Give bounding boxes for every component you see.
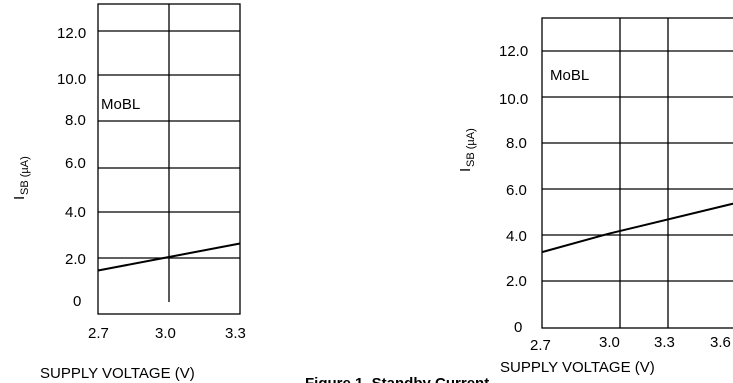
right-y-tick-labels: 12.0 10.0 8.0 6.0 4.0 2.0 0 (499, 43, 528, 336)
left-y-tick-label-2: 2.0 (65, 251, 86, 268)
right-y-tick-label-2: 2.0 (506, 273, 527, 290)
right-x-tick-label-2-7: 2.7 (530, 337, 551, 354)
right-y-tick-label-4: 4.0 (506, 228, 527, 245)
right-grid (542, 18, 733, 328)
right-x-tick-labels: 2.7 3.0 3.3 3.6 (530, 334, 731, 354)
right-y-tick-label-0: 0 (514, 319, 522, 336)
right-y-axis-label-sub: SB (µA) (465, 128, 477, 167)
right-y-tick-label-12: 12.0 (499, 43, 528, 60)
left-y-tick-label-0: 0 (73, 293, 81, 310)
left-y-tick-label-6: 6.0 (65, 155, 86, 172)
left-y-axis-label-sub: SB (µA) (19, 156, 31, 195)
figure-caption: Figure 1. Standby Current (305, 375, 489, 383)
right-series-line-1 (541, 202, 733, 254)
left-y-tick-label-10: 10.0 (57, 71, 86, 88)
left-x-tick-labels: 2.7 3.0 3.3 (88, 325, 246, 342)
right-y-tick-label-6: 6.0 (506, 182, 527, 199)
left-series (97, 242, 241, 272)
left-y-axis-label-main: I (11, 196, 28, 200)
left-x-tick-label-2-7: 2.7 (88, 325, 109, 342)
right-x-tick-label-3-0: 3.0 (599, 334, 620, 351)
left-y-tick-label-4: 4.0 (65, 204, 86, 221)
right-x-tick-label-3-3: 3.3 (654, 334, 675, 351)
left-x-tick-label-3-0: 3.0 (155, 325, 176, 342)
left-annotation-mobl: MoBL (101, 96, 140, 113)
right-y-tick-label-8: 8.0 (506, 135, 527, 152)
left-y-tick-labels: 12.0 10.0 8.0 6.0 4.0 2.0 0 (57, 25, 86, 310)
left-x-axis-label: SUPPLY VOLTAGE (V) (40, 365, 195, 382)
left-grid (98, 4, 240, 302)
right-y-axis-label-main: I (457, 168, 474, 172)
left-series-line-1 (97, 242, 241, 272)
left-y-tick-label-8: 8.0 (65, 112, 86, 129)
right-x-tick-label-3-6: 3.6 (710, 334, 731, 351)
right-chart: 12.0 10.0 8.0 6.0 4.0 2.0 0 2.7 3.0 3.3 … (457, 17, 733, 376)
left-y-axis-label: I SB (µA) (11, 156, 31, 200)
left-chart: 12.0 10.0 8.0 6.0 4.0 2.0 0 2.7 3.0 3.3 … (11, 3, 246, 382)
right-x-axis-label: SUPPLY VOLTAGE (V) (500, 359, 655, 376)
right-y-axis-label: I SB (µA) (457, 128, 477, 172)
right-annotation-mobl: MoBL (550, 67, 589, 84)
right-series (541, 202, 733, 254)
right-y-tick-label-10: 10.0 (499, 91, 528, 108)
left-y-tick-label-12: 12.0 (57, 25, 86, 42)
left-x-tick-label-3-3: 3.3 (225, 325, 246, 342)
right-plot-frame (541, 17, 733, 329)
